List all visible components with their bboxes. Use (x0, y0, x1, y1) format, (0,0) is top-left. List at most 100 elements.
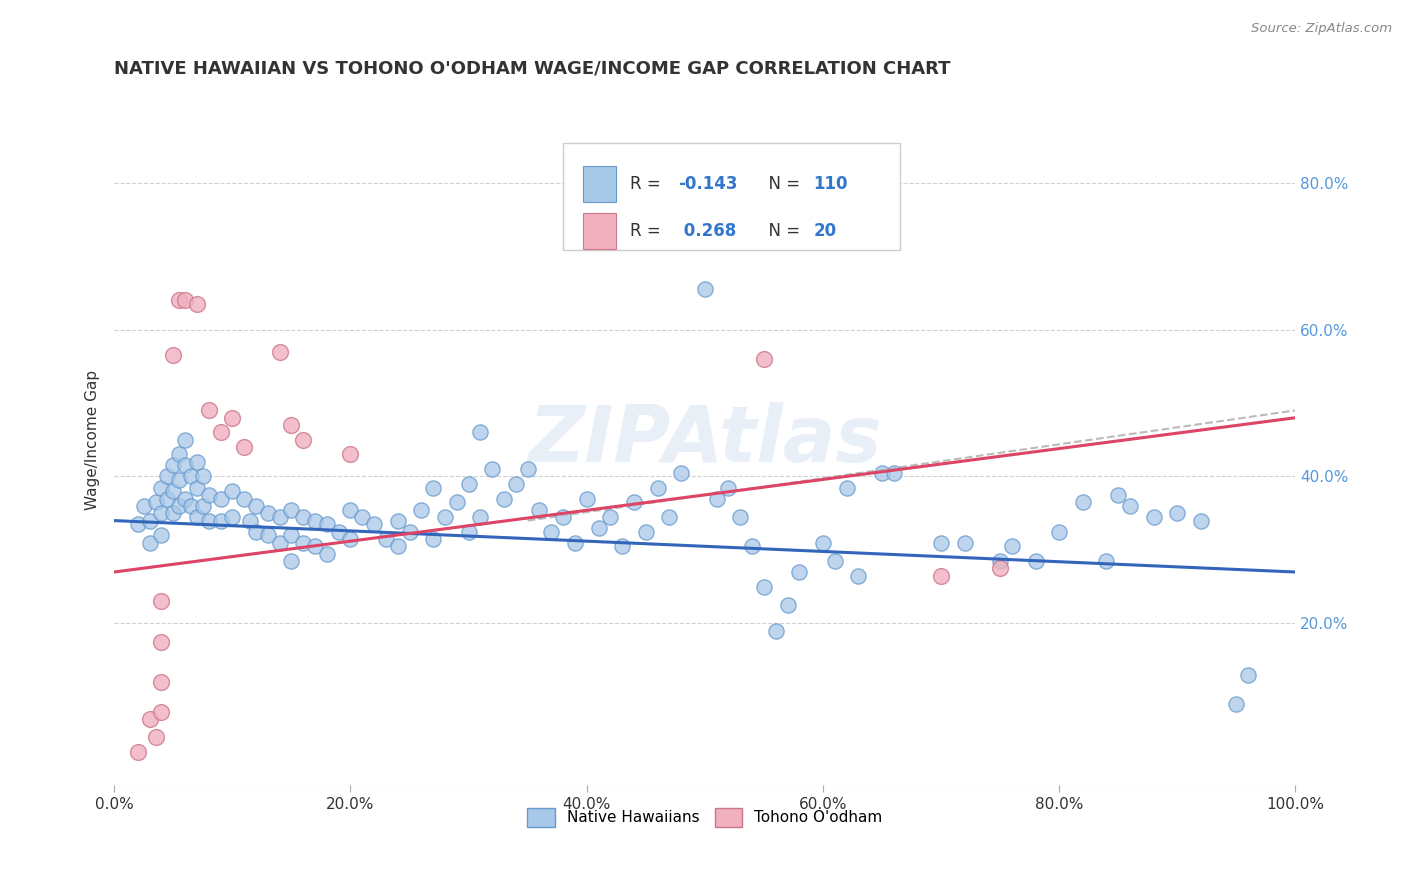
Point (610, 539, 633, 553)
Text: ZIPAtlas: ZIPAtlas (529, 401, 882, 478)
Point (457, 524, 479, 539)
Point (156, 469, 179, 483)
Point (197, 488, 219, 502)
Point (239, 514, 262, 528)
Point (374, 532, 396, 546)
Point (162, 348, 184, 362)
Point (167, 473, 190, 487)
Point (398, 524, 420, 539)
Point (446, 495, 468, 509)
Point (186, 297, 208, 311)
Point (1225, 698, 1247, 712)
Point (150, 481, 173, 495)
Point (669, 466, 692, 480)
Point (280, 502, 302, 516)
Point (551, 509, 574, 524)
Text: 20: 20 (814, 222, 837, 240)
Y-axis label: Wage/Income Gap: Wage/Income Gap (86, 369, 100, 510)
Point (233, 440, 256, 454)
Point (256, 528, 278, 542)
Point (191, 499, 214, 513)
Point (422, 481, 444, 495)
Point (221, 484, 243, 499)
Point (280, 528, 302, 542)
Point (835, 481, 858, 495)
Point (1071, 495, 1094, 509)
Point (174, 293, 197, 308)
Point (150, 506, 173, 520)
Point (1166, 506, 1188, 520)
Point (191, 469, 214, 483)
Point (730, 509, 752, 524)
Point (292, 509, 315, 524)
Point (706, 491, 728, 506)
Point (167, 499, 190, 513)
Point (245, 499, 267, 513)
Point (765, 624, 787, 638)
Text: R =: R = (630, 222, 666, 240)
Point (1119, 499, 1142, 513)
Point (363, 517, 385, 532)
Point (481, 462, 503, 476)
Point (870, 466, 893, 480)
Point (647, 481, 669, 495)
Point (470, 509, 492, 524)
Point (280, 418, 302, 433)
Point (752, 580, 775, 594)
Point (150, 705, 173, 719)
Point (150, 594, 173, 608)
Point (529, 502, 551, 516)
Point (811, 535, 834, 549)
Point (138, 712, 160, 726)
FancyBboxPatch shape (562, 143, 900, 250)
Point (433, 509, 456, 524)
Text: -0.143: -0.143 (678, 176, 737, 194)
Point (953, 535, 976, 549)
Point (167, 447, 190, 461)
Point (209, 514, 232, 528)
Point (339, 447, 361, 461)
Point (174, 433, 197, 447)
Point (304, 539, 326, 553)
Point (387, 514, 409, 528)
Point (339, 532, 361, 546)
Point (457, 476, 479, 491)
Point (197, 403, 219, 417)
Point (352, 509, 374, 524)
Point (233, 491, 256, 506)
Legend: Native Hawaiians, Tohono O'odham: Native Hawaiians, Tohono O'odham (520, 802, 889, 833)
Point (540, 524, 562, 539)
Point (752, 351, 775, 366)
Point (470, 425, 492, 440)
Point (150, 675, 173, 690)
Point (292, 433, 315, 447)
Point (186, 509, 208, 524)
Point (186, 455, 208, 469)
Point (256, 506, 278, 520)
Point (339, 502, 361, 516)
Point (741, 539, 763, 553)
Point (167, 293, 190, 308)
Point (988, 554, 1011, 568)
Point (422, 532, 444, 546)
Point (717, 481, 740, 495)
Point (269, 535, 291, 549)
Point (824, 554, 846, 568)
Text: Source: ZipAtlas.com: Source: ZipAtlas.com (1251, 22, 1392, 36)
Point (138, 514, 160, 528)
Point (1047, 524, 1070, 539)
Point (492, 491, 515, 506)
Point (988, 561, 1011, 575)
Point (150, 528, 173, 542)
Point (150, 635, 173, 649)
Point (221, 509, 243, 524)
Point (315, 547, 337, 561)
Point (1143, 509, 1166, 524)
Point (162, 458, 184, 473)
Point (174, 458, 197, 473)
FancyBboxPatch shape (583, 166, 616, 202)
Text: 110: 110 (814, 176, 848, 194)
Text: R =: R = (630, 176, 666, 194)
Point (1001, 539, 1024, 553)
Point (127, 517, 149, 532)
